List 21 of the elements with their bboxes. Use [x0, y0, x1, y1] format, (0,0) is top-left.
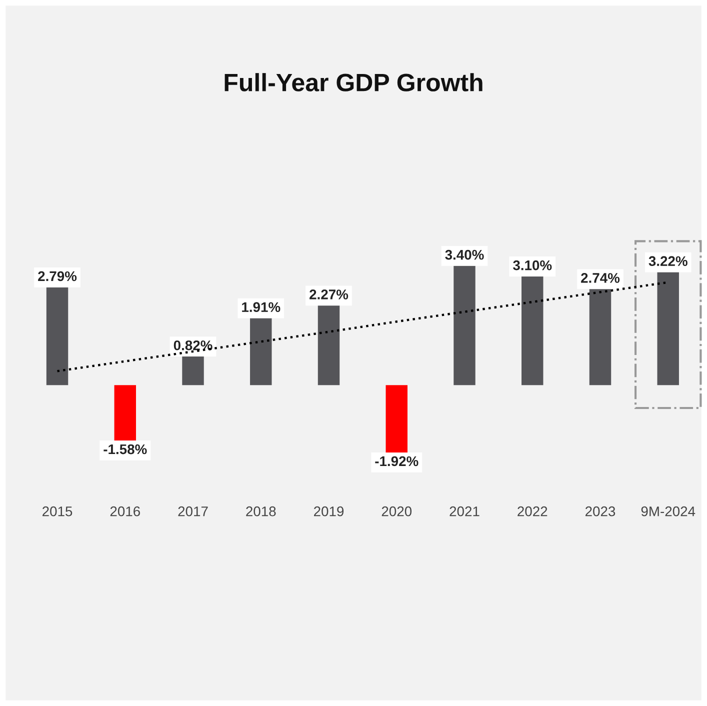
data-label: 0.82% — [174, 340, 212, 350]
data-label: 3.40% — [445, 250, 484, 260]
data-label: 3.10% — [513, 260, 552, 270]
x-tick-label: 2020 — [382, 506, 412, 516]
data-label: 1.91% — [242, 302, 280, 312]
data-label: 2.74% — [581, 273, 620, 283]
chart-title: Full-Year GDP Growth — [224, 73, 482, 92]
x-tick-label: 2023 — [585, 506, 616, 516]
x-tick-label: 2022 — [518, 506, 548, 516]
data-label: -1.92% — [375, 456, 418, 466]
x-tick-label: 2015 — [42, 506, 72, 516]
x-tick-label: 9M-2024 — [641, 506, 696, 516]
data-label: 2.79% — [38, 271, 77, 282]
x-tick-label: 2021 — [450, 506, 480, 516]
x-tick-label: 2016 — [110, 506, 140, 516]
data-label: 3.22% — [648, 256, 688, 266]
data-label: -1.58% — [104, 444, 147, 454]
x-tick-label: 2018 — [246, 506, 276, 516]
data-label: 2.27% — [310, 290, 348, 300]
x-tick-label: 2017 — [178, 506, 208, 516]
x-tick-label: 2019 — [314, 506, 344, 516]
